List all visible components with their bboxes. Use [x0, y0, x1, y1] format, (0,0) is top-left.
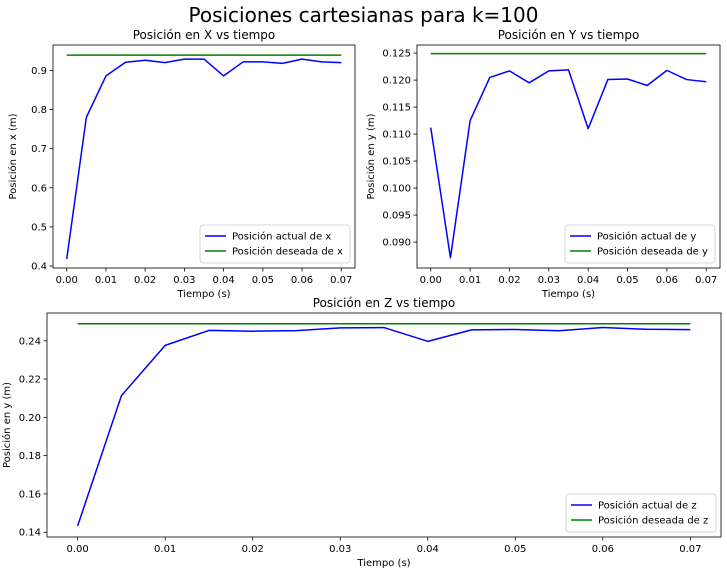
legend-label-x-0: Posición actual de x	[232, 231, 331, 243]
y-tick-label-y: 0.105	[382, 157, 411, 168]
legend-z: Posición actual de z Posición deseada de …	[565, 493, 717, 533]
y-tick-label-x: 0.7	[31, 144, 47, 155]
x-tick-label-y: 0.07	[695, 275, 717, 286]
y-tick-label-y: 0.095	[382, 211, 411, 222]
x-tick-label-y: 0.05	[616, 275, 638, 286]
y-tick-label-x: 0.5	[31, 222, 47, 233]
axes-frame-z	[46, 312, 722, 538]
chart-x: 0.00 0.01 0.02 0.03 0.04 0.05 0.06 0.07 0.4 0.5 0.…	[7, 28, 356, 300]
x-tick-label-x: 0.05	[252, 275, 274, 286]
x-tick-label-x: 0.01	[95, 275, 117, 286]
y-tick-label-y: 0.110	[382, 130, 411, 141]
legend-box-y	[564, 224, 716, 264]
chart-y: 0.00 0.01 0.02 0.03 0.04 0.05 0.06 0.07 0.090 0.0…	[365, 28, 721, 300]
y-tick-label-y: 0.120	[382, 76, 411, 87]
y-tick-label-z: 0.24	[19, 336, 41, 347]
y-tick-label-z: 0.22	[19, 375, 41, 386]
y-tick-label-z: 0.18	[19, 451, 41, 462]
x-axis-label-z: Tiempo (s)	[356, 558, 410, 569]
legend-y: Posición actual de y Posición deseada de …	[564, 224, 716, 264]
x-tick-label-x: 0.04	[212, 275, 234, 286]
x-tick-label-z: 0.05	[504, 544, 526, 555]
y-tick-label-z: 0.16	[19, 489, 41, 500]
y-tick-label-y: 0.090	[382, 238, 411, 249]
x-tick-label-x: 0.06	[291, 275, 313, 286]
y-tick-label-z: 0.20	[19, 413, 41, 424]
x-tick-label-z: 0.03	[329, 544, 351, 555]
y-tick-label-x: 0.9	[31, 66, 47, 77]
y-axis-label-x: Posición en x (m)	[7, 113, 19, 199]
x-tick-label-x: 0.03	[173, 275, 195, 286]
x-tick-label-y: 0.01	[459, 275, 481, 286]
x-tick-label-y: 0.03	[538, 275, 560, 286]
x-tick-label-z: 0.04	[417, 544, 439, 555]
series-line-z-0	[76, 326, 691, 527]
chart-title-x: Posición en X vs tiempo	[133, 28, 276, 42]
x-tick-label-z: 0.00	[67, 544, 89, 555]
chart-z: 0.00 0.01 0.02 0.03 0.04 0.05 0.06 0.07 0.14 0.16…	[1, 296, 722, 569]
chart-title-y: Posición en Y vs tiempo	[498, 28, 640, 42]
x-tick-label-y: 0.00	[420, 275, 442, 286]
x-tick-label-y: 0.02	[498, 275, 520, 286]
y-tick-label-y: 0.115	[382, 103, 411, 114]
legend-x: Posición actual de x Posición deseada de …	[199, 224, 351, 264]
x-tick-label-z: 0.02	[242, 544, 264, 555]
x-tick-label-x: 0.00	[56, 275, 78, 286]
y-axis-label-z: Posición en y (m)	[1, 382, 13, 468]
x-tick-label-y: 0.04	[577, 275, 599, 286]
legend-label-y-1: Posición deseada de y	[597, 246, 708, 258]
y-tick-label-z: 0.14	[19, 528, 41, 539]
legend-label-x-1: Posición deseada de x	[232, 246, 343, 258]
x-tick-label-x: 0.02	[134, 275, 156, 286]
figure-title: Posiciones cartesianas para k=100	[188, 3, 539, 27]
y-tick-label-x: 0.4	[31, 262, 47, 273]
chart-title-z: Posición en Z vs tiempo	[313, 296, 456, 310]
axes-frame-x	[52, 44, 356, 269]
y-tick-label-y: 0.100	[382, 184, 411, 195]
legend-label-z-1: Posición deseada de z	[598, 515, 708, 527]
x-tick-label-z: 0.01	[154, 544, 176, 555]
legend-box-z	[565, 493, 717, 533]
series-line-x-0	[65, 58, 342, 260]
y-tick-label-x: 0.6	[31, 183, 47, 194]
x-tick-label-z: 0.06	[592, 544, 614, 555]
legend-label-y-0: Posición actual de y	[597, 231, 696, 243]
axes-frame-y	[416, 44, 721, 269]
legend-label-z-0: Posición actual de z	[598, 500, 697, 512]
y-tick-label-y: 0.125	[382, 49, 411, 60]
x-tick-label-z: 0.07	[679, 544, 701, 555]
y-tick-label-x: 0.8	[31, 105, 47, 116]
x-tick-label-y: 0.06	[656, 275, 678, 286]
y-axis-label-y: Posición en y (m)	[365, 113, 377, 199]
x-axis-label-y: Tiempo (s)	[541, 289, 595, 300]
series-line-y-0	[430, 69, 707, 259]
legend-box-x	[199, 224, 351, 264]
x-tick-label-x: 0.07	[330, 275, 352, 286]
x-axis-label-x: Tiempo (s)	[176, 289, 230, 300]
